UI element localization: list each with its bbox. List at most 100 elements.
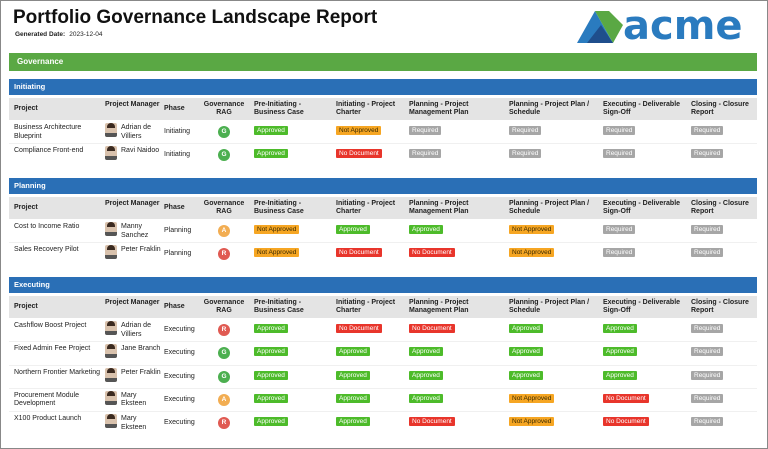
row-divider	[9, 387, 757, 389]
logo-shape	[587, 25, 613, 43]
status-badge: Approved	[336, 393, 370, 403]
column-header-row	[9, 296, 757, 318]
status-badge: No Document	[409, 324, 455, 333]
status-badge: No Document	[409, 417, 455, 427]
status-badge: Approved	[254, 149, 288, 159]
project-manager: Mary Eksteen	[121, 415, 147, 431]
status-badge: Approved	[603, 347, 637, 357]
column-header: Phase	[164, 303, 185, 310]
row-divider	[9, 143, 757, 145]
status-badge: Not Approved	[336, 126, 382, 135]
phase: Executing	[164, 326, 195, 333]
status-badge: Required	[691, 417, 724, 427]
column-header: Phase	[164, 204, 185, 211]
status-badge: Approved	[254, 370, 288, 380]
status-badge: Approved	[254, 324, 288, 333]
avatar-hair	[107, 344, 115, 350]
phase: Initiating	[164, 128, 191, 135]
column-header: Project Manager	[105, 200, 160, 207]
rag-indicator: G	[218, 126, 230, 138]
status-badge: Not Approved	[509, 248, 555, 258]
status-badge: Approved	[603, 370, 637, 380]
status-badge: Required	[603, 225, 636, 234]
column-header: Executing - Deliverable Sign-Off	[603, 200, 681, 215]
column-header: Planning - Project Plan / Schedule	[509, 299, 590, 314]
status-badge: No Document	[336, 324, 382, 333]
project-manager: Manny Sanchez	[121, 223, 149, 239]
status-badge: Approved	[336, 417, 370, 427]
column-header: Pre-Initiating - Business Case	[254, 101, 304, 116]
row-divider	[9, 364, 757, 366]
column-header: Closing - Closure Report	[691, 101, 749, 116]
avatar-hair	[107, 414, 115, 420]
project-manager: Adrian de Villiers	[121, 322, 151, 338]
avatar	[105, 390, 117, 405]
phase: Executing	[164, 419, 195, 427]
row-divider	[9, 341, 757, 343]
status-badge: Not Approved	[254, 225, 300, 234]
column-header: Planning - Project Management Plan	[409, 200, 469, 215]
avatar	[105, 344, 117, 359]
phase: Executing	[164, 372, 195, 380]
status-badge: Approved	[509, 347, 543, 357]
avatar-body	[105, 255, 117, 260]
column-header: Closing - Closure Report	[691, 299, 749, 314]
status-badge: Required	[509, 149, 542, 159]
status-badge: Approved	[336, 225, 370, 234]
avatar-body	[105, 354, 117, 359]
avatar-hair	[107, 390, 115, 396]
column-header: Project	[14, 204, 38, 211]
column-header: Phase	[164, 105, 185, 112]
status-badge: Required	[409, 149, 442, 159]
project-name: Fixed Admin Fee Project	[14, 345, 91, 353]
phase: Executing	[164, 349, 195, 357]
project-manager: Ravi Naidoo	[121, 147, 160, 155]
governance-banner: Governance	[9, 53, 757, 71]
generated-label: Generated Date:	[15, 31, 66, 38]
logo-text: acme	[623, 5, 743, 47]
status-badge: Approved	[409, 225, 443, 234]
avatar-body	[105, 424, 117, 429]
status-badge: No Document	[603, 417, 649, 427]
status-badge: Required	[691, 225, 724, 234]
column-header: Project	[14, 303, 38, 310]
rag-indicator: G	[218, 347, 230, 360]
status-badge: Approved	[603, 324, 637, 333]
status-badge: Not Approved	[254, 248, 300, 258]
phase: Planning	[164, 227, 192, 234]
rag-indicator: A	[218, 225, 230, 237]
status-badge: Required	[691, 393, 724, 403]
avatar	[105, 245, 117, 260]
logo-shape	[595, 11, 623, 43]
phase: Initiating	[164, 151, 191, 159]
avatar	[105, 414, 117, 429]
status-badge: No Document	[336, 149, 382, 159]
project-name: Northern Frontier Marketing	[14, 368, 100, 376]
column-header: Planning - Project Management Plan	[409, 299, 469, 314]
status-badge: Approved	[254, 417, 288, 427]
status-badge: Approved	[509, 370, 543, 380]
column-header: Planning - Project Management Plan	[409, 101, 469, 116]
status-badge: Required	[691, 324, 724, 333]
section-header: Executing	[9, 277, 757, 293]
column-header: Initiating - Project Charter	[336, 200, 396, 215]
status-badge: Not Approved	[509, 393, 555, 403]
column-header: Planning - Project Plan / Schedule	[509, 200, 590, 215]
project-name: Compliance Front-end	[14, 147, 84, 155]
logo: acme	[577, 5, 743, 47]
column-header: Pre-Initiating - Business Case	[254, 299, 304, 314]
rag-indicator: A	[218, 393, 230, 406]
column-header: Initiating - Project Charter	[336, 299, 396, 314]
avatar-body	[105, 133, 117, 137]
project-manager: Adrian de Villiers	[121, 124, 151, 140]
status-badge: Approved	[254, 126, 288, 135]
status-badge: No Document	[409, 248, 455, 258]
column-header: Closing - Closure Report	[691, 200, 749, 215]
status-badge: Required	[509, 126, 542, 135]
rag-indicator: R	[218, 417, 230, 430]
avatar-hair	[107, 367, 115, 373]
project-name: Cost to Income Ratio	[14, 223, 80, 230]
column-header-row	[9, 98, 757, 120]
rag-indicator: G	[218, 370, 230, 383]
